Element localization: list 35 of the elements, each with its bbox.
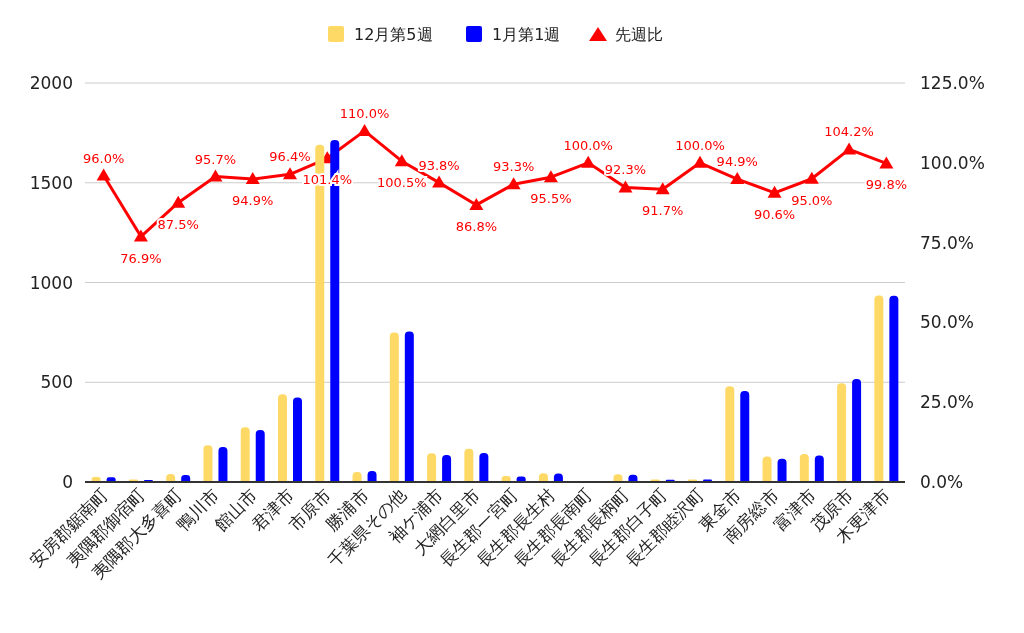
y2-tick-label: 25.0% <box>920 392 975 413</box>
data-label: 76.9% <box>120 250 162 266</box>
y2-tick-label: 0.0% <box>920 472 964 492</box>
y2-tick-label: 125.0% <box>920 73 985 93</box>
y2-tick-label: 75.0% <box>920 232 975 253</box>
data-label: 96.4% <box>269 149 311 165</box>
legend-label: 12月第5週 <box>354 25 433 44</box>
data-label: 93.3% <box>492 159 535 175</box>
data-label: 87.5% <box>157 216 199 232</box>
data-label: 99.8% <box>865 177 908 193</box>
data-label: 95.0% <box>791 192 833 208</box>
data-label: 94.9% <box>716 154 758 170</box>
y-tick-label: 500 <box>40 372 73 393</box>
data-label: 95.5% <box>530 191 572 207</box>
data-label: 92.3% <box>604 162 647 178</box>
y-tick-label: 0 <box>62 472 73 492</box>
y2-tick-label: 100.0% <box>920 152 985 173</box>
data-label: 94.9% <box>232 193 274 209</box>
data-label: 110.0% <box>339 105 390 121</box>
data-label: 100.5% <box>377 175 427 191</box>
data-label: 95.7% <box>194 151 237 167</box>
data-label: 100.0% <box>563 137 613 153</box>
y-tick-label: 2000 <box>29 73 73 93</box>
data-label: 96.0% <box>82 150 125 166</box>
legend-label: 先週比 <box>615 25 663 44</box>
data-label: 93.8% <box>418 157 460 173</box>
data-label: 104.2% <box>824 124 874 140</box>
y-tick-label: 1000 <box>29 272 73 293</box>
data-label: 86.8% <box>455 218 498 234</box>
data-label: 91.7% <box>642 203 684 219</box>
data-label: 90.6% <box>753 206 796 222</box>
y2-tick-label: 50.0% <box>920 312 975 333</box>
data-label: 100.0% <box>675 137 725 153</box>
legend-label: 1月第1週 <box>492 25 561 44</box>
y-tick-label: 1500 <box>29 172 73 193</box>
